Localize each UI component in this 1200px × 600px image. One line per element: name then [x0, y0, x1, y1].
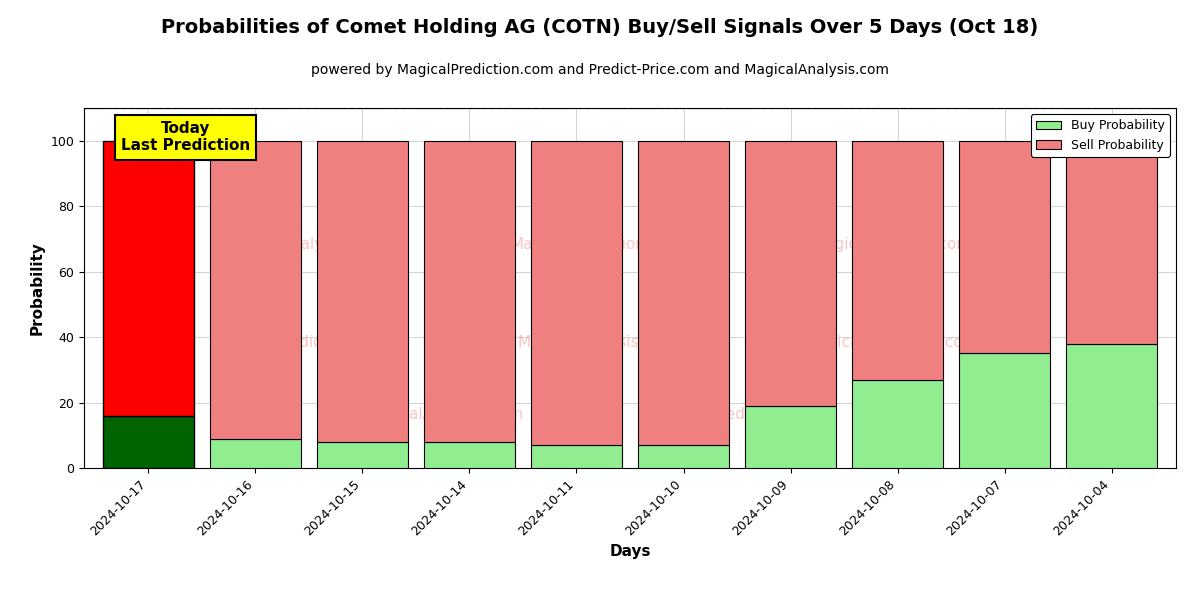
Bar — [1067, 344, 1157, 468]
Text: MagicalAnalysis.com: MagicalAnalysis.com — [365, 407, 524, 421]
Text: powered by MagicalPrediction.com and Predict-Price.com and MagicalAnalysis.com: powered by MagicalPrediction.com and Pre… — [311, 63, 889, 77]
Bar — [959, 141, 1050, 353]
Bar — [424, 442, 515, 468]
Text: MagicalAnalysis.com: MagicalAnalysis.com — [517, 335, 677, 349]
Bar — [103, 416, 193, 468]
Bar — [638, 445, 730, 468]
Bar — [852, 141, 943, 380]
Legend: Buy Probability, Sell Probability: Buy Probability, Sell Probability — [1031, 114, 1170, 157]
Bar — [530, 445, 622, 468]
Y-axis label: Probability: Probability — [30, 241, 44, 335]
Text: MagicalPrediction.com: MagicalPrediction.com — [511, 238, 684, 253]
Bar — [530, 141, 622, 445]
Bar — [317, 141, 408, 442]
Text: MagicalPrediction.com: MagicalPrediction.com — [806, 335, 978, 349]
Text: MagicalPrediction.com: MagicalPrediction.com — [216, 335, 389, 349]
Bar — [745, 406, 836, 468]
Bar — [317, 442, 408, 468]
Bar — [1067, 141, 1157, 344]
X-axis label: Days: Days — [610, 544, 650, 559]
Bar — [210, 141, 301, 439]
Text: Today
Last Prediction: Today Last Prediction — [121, 121, 251, 154]
Text: MagicalPrediction.com: MagicalPrediction.com — [653, 407, 826, 421]
Bar — [424, 141, 515, 442]
Bar — [852, 380, 943, 468]
Bar — [103, 141, 193, 416]
Bar — [210, 439, 301, 468]
Bar — [959, 353, 1050, 468]
Text: MagicalAnalysis.com: MagicalAnalysis.com — [223, 238, 382, 253]
Bar — [745, 141, 836, 406]
Text: Probabilities of Comet Holding AG (COTN) Buy/Sell Signals Over 5 Days (Oct 18): Probabilities of Comet Holding AG (COTN)… — [161, 18, 1039, 37]
Bar — [638, 141, 730, 445]
Text: MagicalAnalysis.com: MagicalAnalysis.com — [812, 238, 972, 253]
